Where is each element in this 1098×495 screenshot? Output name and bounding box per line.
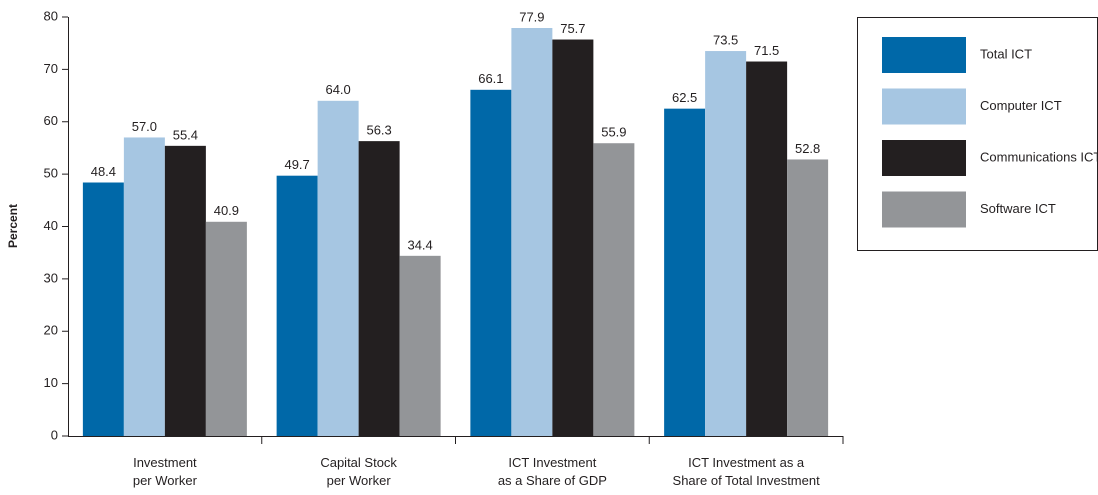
legend-label: Total ICT	[980, 46, 1032, 61]
bar	[164, 145, 206, 436]
legend-label: Computer ICT	[980, 98, 1062, 113]
x-tick-label: Capital Stock per Worker	[320, 455, 397, 488]
x-tick-label: ICT Investment as a Share of GDP	[498, 455, 607, 488]
bar	[399, 255, 441, 436]
data-label: 66.1	[478, 71, 503, 86]
legend-swatch	[882, 88, 966, 125]
data-label: 49.7	[284, 157, 309, 172]
y-tick-label: 80	[44, 8, 58, 23]
data-label: 56.3	[366, 123, 391, 138]
bar	[664, 108, 706, 436]
bar	[593, 143, 635, 436]
y-tick-label: 0	[51, 427, 58, 442]
data-label: 55.9	[601, 125, 626, 140]
data-label: 71.5	[754, 43, 779, 58]
data-label: 55.4	[173, 127, 198, 142]
bar	[205, 221, 247, 436]
bar	[82, 182, 124, 436]
legend-label: Communications ICT	[980, 149, 1098, 164]
data-label: 64.0	[325, 82, 350, 97]
legend-swatch	[882, 140, 966, 176]
y-tick-label: 30	[44, 270, 58, 285]
data-label: 48.4	[91, 164, 116, 179]
y-tick-label: 50	[44, 166, 58, 181]
data-label: 62.5	[672, 90, 697, 105]
data-label: 75.7	[560, 21, 585, 36]
x-tick-label: ICT Investment as a Share of Total Invest…	[673, 455, 821, 488]
bar	[317, 100, 359, 437]
bar	[358, 141, 400, 436]
bar	[511, 27, 553, 437]
y-tick-label: 70	[44, 61, 58, 76]
y-tick-label: 20	[44, 323, 58, 338]
bar	[746, 61, 788, 437]
y-axis-label: Percent	[6, 204, 20, 248]
y-tick-label: 40	[44, 218, 58, 233]
legend-label: Software ICT	[980, 201, 1056, 216]
legend-swatch	[882, 37, 966, 73]
bar	[470, 89, 512, 437]
y-tick-label: 10	[44, 375, 58, 390]
data-label: 57.0	[132, 119, 157, 134]
data-label: 40.9	[214, 203, 239, 218]
bar	[787, 159, 829, 436]
data-label: 77.9	[519, 9, 544, 24]
bar	[705, 51, 747, 436]
bar	[123, 137, 165, 436]
data-label: 52.8	[795, 141, 820, 156]
data-label: 73.5	[713, 32, 738, 47]
legend-swatch	[882, 191, 966, 228]
bar	[276, 175, 318, 437]
data-label: 34.4	[407, 237, 432, 252]
y-tick-label: 60	[44, 113, 58, 128]
x-tick-label: Investment per Worker	[133, 455, 198, 488]
bar	[552, 39, 594, 437]
